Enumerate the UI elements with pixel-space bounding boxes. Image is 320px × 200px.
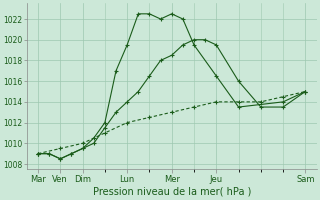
X-axis label: Pression niveau de la mer( hPa ): Pression niveau de la mer( hPa ) (92, 187, 251, 197)
